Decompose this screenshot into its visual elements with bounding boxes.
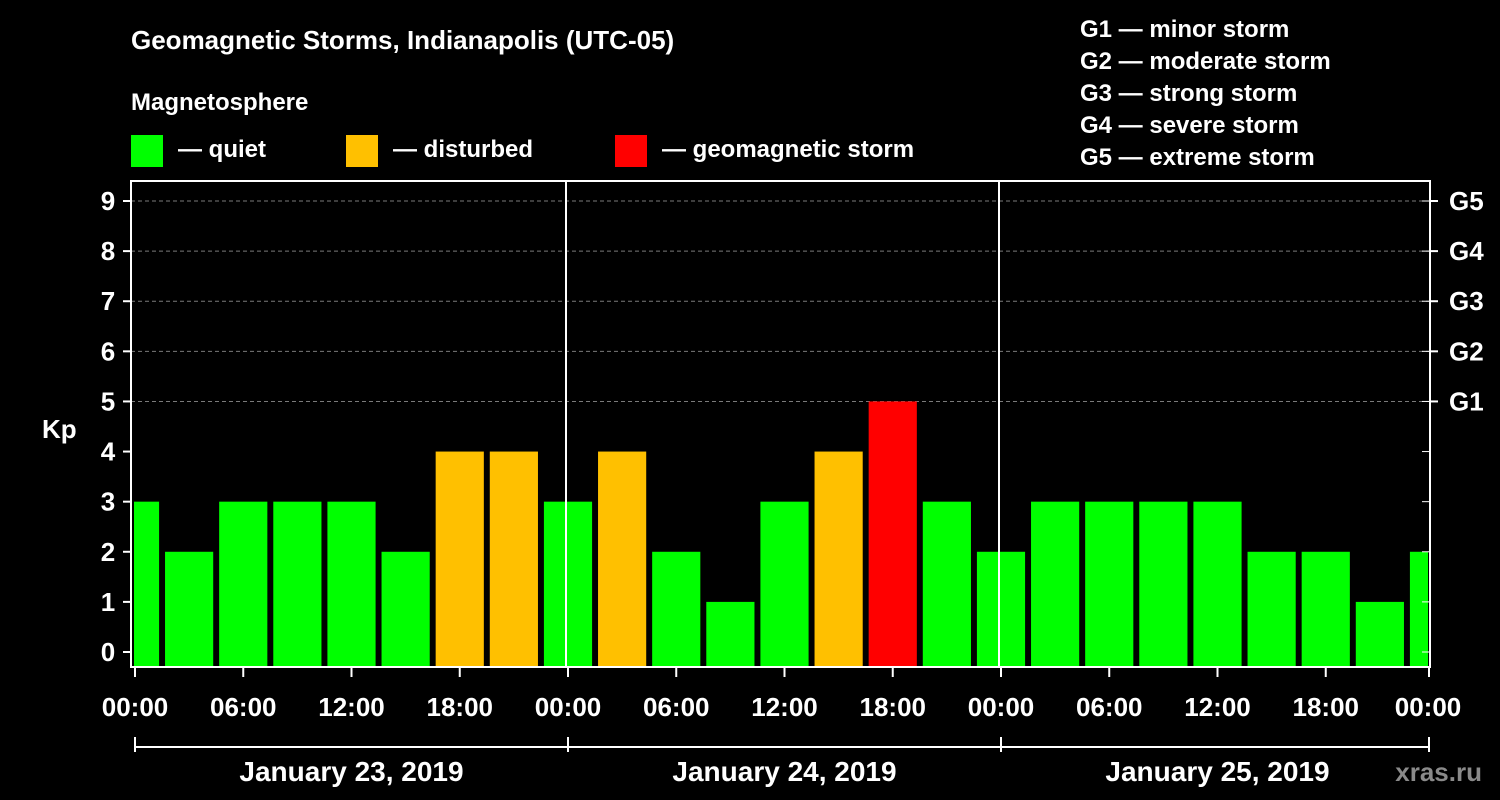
- x-tick-label-3: 18:00: [427, 692, 494, 722]
- legend-label-2: — geomagnetic storm: [662, 136, 914, 163]
- g-axis-label-G1: G1: [1449, 386, 1484, 416]
- bar-16: [976, 551, 1026, 667]
- bar-23: [1355, 601, 1404, 667]
- y-tick-label-2: 2: [101, 537, 115, 567]
- legend-label-0: — quiet: [178, 136, 266, 163]
- bar-11: [706, 601, 755, 667]
- g-scale-legend: G1 — minor storm G2 — moderate storm G3 — …: [1080, 16, 1331, 171]
- y-tick-label-8: 8: [101, 236, 115, 266]
- x-tick-label-9: 06:00: [1076, 692, 1143, 722]
- g-axis-label-G2: G2: [1449, 336, 1484, 366]
- bar-13: [814, 451, 863, 667]
- bar-14: [868, 401, 917, 667]
- g-scale-item-2: G2 — moderate storm: [1080, 48, 1331, 75]
- x-tick-label-7: 18:00: [860, 692, 927, 722]
- bar-17: [1031, 501, 1080, 667]
- legend-label-1: — disturbed: [393, 136, 533, 163]
- bar-1: [165, 551, 214, 667]
- bar-7: [489, 451, 538, 667]
- x-tick-label-11: 18:00: [1293, 692, 1360, 722]
- date-label-0: January 23, 2019: [239, 756, 463, 787]
- legend-heading: Magnetosphere: [131, 89, 308, 116]
- watermark: xras.ru: [1395, 757, 1482, 787]
- g-scale-item-5: G5 — extreme storm: [1080, 144, 1315, 171]
- y-tick-label-0: 0: [101, 637, 115, 667]
- bar-18: [1085, 501, 1134, 667]
- chart-title: Geomagnetic Storms, Indianapolis (UTC-05…: [131, 25, 674, 55]
- bar-4: [327, 501, 376, 667]
- y-tick-label-6: 6: [101, 336, 115, 366]
- bar-12: [760, 501, 809, 667]
- y-tick-label-9: 9: [101, 186, 115, 216]
- y-tick-label-3: 3: [101, 487, 115, 517]
- g-axis-label-G4: G4: [1449, 236, 1484, 266]
- g-scale-item-3: G3 — strong storm: [1080, 80, 1297, 107]
- legend-swatch-0: [131, 135, 163, 167]
- date-label-2: January 25, 2019: [1105, 756, 1329, 787]
- bar-0: [134, 501, 160, 667]
- plot-frame: [130, 180, 1431, 668]
- bar-20: [1193, 501, 1242, 667]
- bar-19: [1139, 501, 1188, 667]
- x-tick-label-5: 06:00: [643, 692, 710, 722]
- g-scale-item-1: G1 — minor storm: [1080, 16, 1289, 43]
- x-tick-label-1: 06:00: [210, 692, 277, 722]
- bar-24: [1409, 551, 1428, 667]
- x-tick-label-0: 00:00: [102, 692, 169, 722]
- g-scale-item-4: G4 — severe storm: [1080, 112, 1299, 139]
- g-axis-label-G5: G5: [1449, 186, 1484, 216]
- x-tick-label-4: 00:00: [535, 692, 602, 722]
- bar-10: [652, 551, 701, 667]
- bar-21: [1247, 551, 1296, 667]
- bar-9: [598, 451, 647, 667]
- x-tick-label-12: 00:00: [1395, 692, 1462, 722]
- legend: — quiet — disturbed — geomagnetic storm: [131, 135, 914, 167]
- y-tick-label-7: 7: [101, 286, 115, 316]
- y-axis-label: Kp: [42, 414, 77, 444]
- bar-2: [219, 501, 268, 667]
- x-tick-label-8: 00:00: [968, 692, 1035, 722]
- g-axis-label-G3: G3: [1449, 286, 1484, 316]
- y-tick-label-5: 5: [101, 386, 115, 416]
- y-tick-label-4: 4: [101, 437, 116, 467]
- bar-6: [435, 451, 484, 667]
- plot-area: 0 1 2 3 4 5 6 7 8 9 G1 G2 G3 G4 G5 00:00 06:00 12:00 18:00…: [101, 180, 1484, 787]
- bar-5: [381, 551, 430, 667]
- x-tick-label-2: 12:00: [318, 692, 385, 722]
- bar-3: [273, 501, 322, 667]
- bar-8: [543, 501, 593, 667]
- legend-swatch-1: [346, 135, 378, 167]
- legend-swatch-2: [615, 135, 647, 167]
- bar-15: [922, 501, 971, 667]
- x-tick-label-10: 12:00: [1184, 692, 1251, 722]
- x-tick-label-6: 12:00: [751, 692, 818, 722]
- date-label-1: January 24, 2019: [672, 756, 896, 787]
- y-tick-label-1: 1: [101, 587, 115, 617]
- bar-22: [1301, 551, 1350, 667]
